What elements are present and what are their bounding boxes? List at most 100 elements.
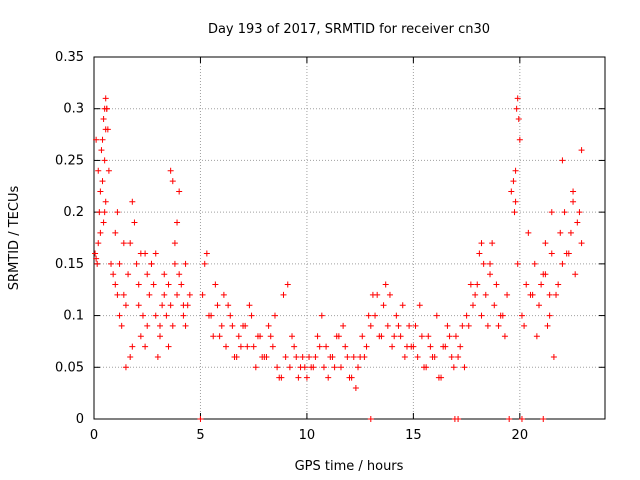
x-tick-label: 0 [90, 428, 98, 443]
data-points [92, 95, 585, 422]
data-point [359, 333, 366, 340]
data-point [286, 364, 293, 371]
data-point [403, 343, 410, 350]
data-point [340, 322, 347, 329]
grid-lines [94, 57, 605, 419]
data-point [171, 240, 178, 247]
data-point [97, 188, 104, 195]
data-point [369, 291, 376, 298]
data-point [533, 333, 540, 340]
data-point [133, 260, 140, 267]
data-point [504, 291, 511, 298]
data-point [487, 271, 494, 278]
data-point [259, 353, 266, 360]
data-point [165, 343, 172, 350]
data-point [414, 353, 421, 360]
y-tick-label: 0 [76, 412, 84, 427]
data-point [421, 364, 428, 371]
data-point [157, 333, 164, 340]
data-point [331, 364, 338, 371]
data-point [514, 95, 521, 102]
data-point [161, 291, 168, 298]
data-point [372, 312, 379, 319]
x-tick-label: 20 [512, 428, 529, 443]
data-point [312, 353, 319, 360]
data-point [167, 167, 174, 174]
data-point [555, 281, 562, 288]
data-point [518, 416, 525, 422]
data-point [397, 333, 404, 340]
data-point [122, 364, 129, 371]
data-point [386, 291, 393, 298]
data-point [513, 105, 520, 112]
data-point [393, 312, 400, 319]
data-point [165, 281, 172, 288]
data-point [557, 229, 564, 236]
data-point [512, 167, 519, 174]
data-point [382, 281, 389, 288]
data-point [540, 416, 547, 422]
y-tick-label: 0.25 [55, 153, 84, 168]
data-point [427, 343, 434, 350]
data-point [167, 302, 174, 309]
data-point [511, 209, 518, 216]
data-point [510, 178, 517, 185]
data-point [574, 219, 581, 226]
data-point [96, 209, 103, 216]
data-point [176, 271, 183, 278]
data-point [299, 353, 306, 360]
data-point [444, 322, 451, 329]
data-point [546, 291, 553, 298]
data-point [478, 240, 485, 247]
data-point [227, 312, 234, 319]
data-point [457, 343, 464, 350]
data-point [521, 322, 528, 329]
data-point [174, 291, 181, 298]
data-point [335, 333, 342, 340]
data-point [94, 260, 101, 267]
data-point [320, 364, 327, 371]
data-point [271, 312, 278, 319]
data-point [201, 260, 208, 267]
data-point [518, 312, 525, 319]
data-point [567, 229, 574, 236]
data-point [108, 260, 115, 267]
data-point [553, 291, 560, 298]
data-point [139, 312, 146, 319]
data-point [425, 333, 432, 340]
data-point [455, 353, 462, 360]
data-point [178, 281, 185, 288]
data-point [310, 364, 317, 371]
x-tick-label: 15 [405, 428, 422, 443]
data-point [95, 240, 102, 247]
data-point [406, 322, 413, 329]
data-point [459, 322, 466, 329]
data-point [103, 105, 110, 112]
data-point [578, 240, 585, 247]
data-point [325, 374, 332, 381]
data-point [146, 291, 153, 298]
data-point [144, 322, 151, 329]
data-point [171, 260, 178, 267]
data-point [548, 250, 555, 257]
data-point [122, 302, 129, 309]
data-point [344, 353, 351, 360]
data-point [348, 374, 355, 381]
data-point [576, 209, 583, 216]
data-point [472, 291, 479, 298]
data-point [276, 374, 283, 381]
data-point [384, 322, 391, 329]
data-point [506, 416, 513, 422]
data-point [135, 302, 142, 309]
data-point [410, 343, 417, 350]
data-point [446, 333, 453, 340]
data-point [572, 271, 579, 278]
data-point [452, 333, 459, 340]
data-point [523, 281, 530, 288]
data-point [467, 281, 474, 288]
data-point [493, 281, 500, 288]
data-point [157, 322, 164, 329]
y-tick-label: 0.35 [55, 50, 84, 65]
data-point [497, 312, 504, 319]
data-point [186, 291, 193, 298]
